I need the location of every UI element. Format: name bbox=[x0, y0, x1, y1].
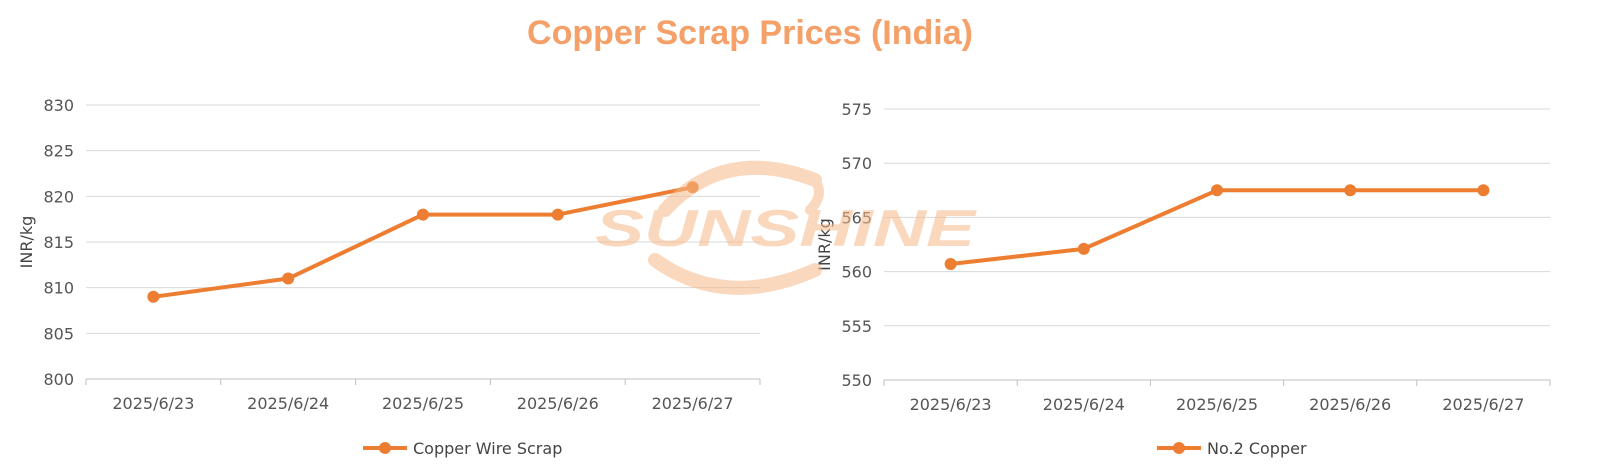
y-tick-label: 815 bbox=[43, 233, 74, 252]
y-axis-label: INR/kg bbox=[17, 216, 36, 269]
x-tick-label: 2025/6/25 bbox=[382, 394, 464, 413]
data-point bbox=[1477, 184, 1490, 197]
y-tick-label: 555 bbox=[841, 317, 872, 336]
chart-title: Copper Scrap Prices (India) bbox=[527, 14, 973, 52]
data-point bbox=[147, 290, 160, 303]
data-point bbox=[944, 258, 957, 271]
x-tick-label: 2025/6/23 bbox=[910, 395, 992, 414]
x-tick-label: 2025/6/27 bbox=[1442, 395, 1524, 414]
data-point bbox=[1211, 184, 1223, 197]
y-tick-label: 830 bbox=[43, 96, 74, 115]
y-tick-label: 800 bbox=[43, 370, 74, 389]
legend-label: Copper Wire Scrap bbox=[413, 439, 562, 458]
legend-swatch-marker bbox=[379, 442, 391, 454]
legend-label: No.2 Copper bbox=[1207, 439, 1307, 458]
y-tick-label: 560 bbox=[841, 263, 872, 282]
chart-copper-wire-scrap: 800 805 810 815 820 825 830 2025/6/23 2025/6/24 2… bbox=[17, 96, 761, 458]
data-point bbox=[417, 208, 429, 221]
x-tick-label: 2025/6/23 bbox=[112, 394, 194, 413]
x-tick-label: 2025/6/24 bbox=[247, 394, 329, 413]
y-tick-label: 550 bbox=[841, 371, 872, 390]
y-tick-label: 820 bbox=[43, 187, 74, 206]
x-tick-label: 2025/6/25 bbox=[1176, 395, 1258, 414]
x-tick-label: 2025/6/27 bbox=[652, 394, 734, 413]
data-point bbox=[551, 208, 564, 221]
y-tick-label: 565 bbox=[841, 208, 872, 227]
y-tick-label: 570 bbox=[841, 154, 872, 173]
y-axis-label: INR/kg bbox=[815, 218, 834, 271]
series-line bbox=[948, 188, 1486, 267]
y-tick-label: 805 bbox=[43, 324, 74, 343]
y-tick-label: 810 bbox=[43, 279, 74, 298]
legend-swatch-marker bbox=[1173, 442, 1185, 454]
data-point bbox=[686, 181, 699, 194]
data-point bbox=[1077, 242, 1090, 255]
chart-no2-copper: 550 555 560 565 570 575 2025/6/23 2025/6/24 2025… bbox=[815, 100, 1551, 458]
x-tick-label: 2025/6/26 bbox=[1309, 395, 1391, 414]
x-tick-label: 2025/6/24 bbox=[1043, 395, 1125, 414]
y-tick-label: 825 bbox=[43, 142, 74, 161]
data-point bbox=[1344, 184, 1357, 197]
data-point bbox=[282, 272, 295, 285]
x-tick-label: 2025/6/26 bbox=[517, 394, 599, 413]
y-tick-label: 575 bbox=[841, 100, 872, 119]
